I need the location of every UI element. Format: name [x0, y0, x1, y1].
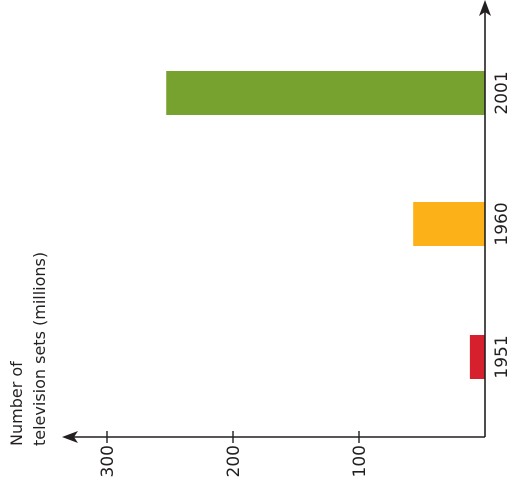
value-axis-arrow	[62, 431, 78, 443]
value-tick-label-300: 300	[98, 445, 118, 477]
axis-title-line-2: television sets (millions)	[30, 252, 49, 446]
bar-1960	[413, 202, 485, 246]
axes-group	[62, 0, 491, 443]
category-label-1960: 1960	[492, 202, 512, 245]
bars-group	[166, 71, 485, 379]
value-tick-label-200: 200	[224, 445, 244, 477]
value-tick-label-100: 100	[350, 445, 370, 477]
category-axis-arrow	[479, 0, 491, 16]
category-label-2001: 2001	[492, 71, 512, 114]
bar-1951	[469, 335, 485, 379]
labels-group: 100 200 300 1951 1960 2001	[98, 71, 512, 477]
category-label-1951: 1951	[492, 335, 512, 378]
axis-title-group: Number of television sets (millions)	[7, 252, 49, 446]
axis-title-line-1: Number of	[7, 361, 26, 446]
bar-2001	[166, 71, 485, 115]
